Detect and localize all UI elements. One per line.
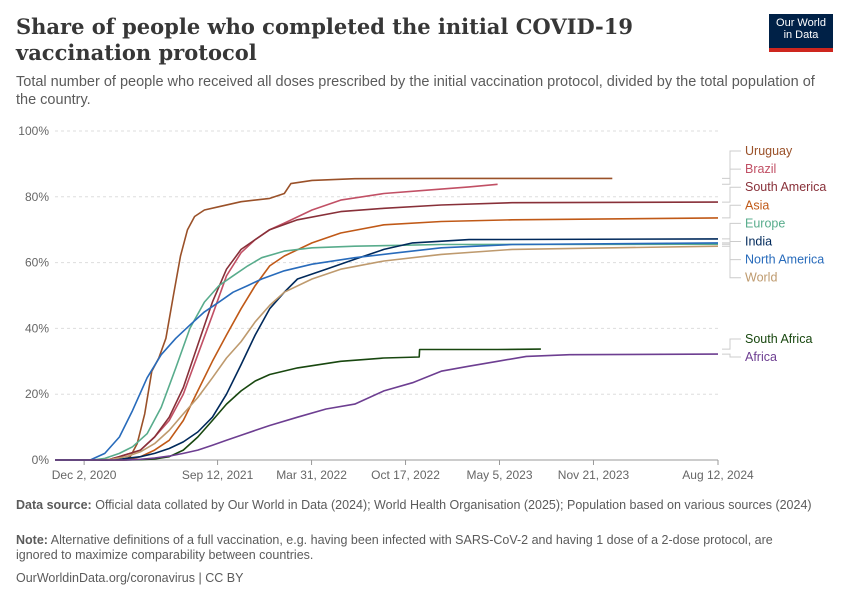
series-label-uruguay[interactable]: Uruguay xyxy=(745,144,793,158)
series-label-brazil[interactable]: Brazil xyxy=(745,162,776,176)
label-connector xyxy=(722,204,741,219)
series-label-india[interactable]: India xyxy=(745,235,772,249)
label-connector xyxy=(722,238,741,242)
logo-line-2: in Data xyxy=(783,29,819,41)
y-tick-label: 0% xyxy=(32,453,50,467)
series-labels: Uruguay Brazil South America Asia Europe Indi… xyxy=(722,144,826,364)
note-label: Note: xyxy=(16,533,48,547)
chart-title: Share of people who completed the initia… xyxy=(16,14,633,65)
y-tick-label: 100% xyxy=(18,124,49,138)
x-tick-label: May 5, 2023 xyxy=(466,468,532,482)
series-label-asia[interactable]: Asia xyxy=(745,198,769,212)
y-tick-label: 80% xyxy=(25,190,49,204)
logo-line-1: Our World xyxy=(776,17,826,29)
series-line-asia[interactable] xyxy=(55,217,719,461)
data-source-label: Data source: xyxy=(16,498,92,512)
label-connector xyxy=(722,222,741,245)
series-label-south-africa[interactable]: South Africa xyxy=(745,332,812,346)
series-line-europe[interactable] xyxy=(55,243,719,461)
series-lines xyxy=(55,177,719,461)
y-axis-tick-labels: 0% 20% 40% 60% 80% 100% xyxy=(18,124,49,467)
label-connector xyxy=(722,245,741,279)
note-text: Alternative definitions of a full vaccin… xyxy=(16,533,773,562)
y-tick-label: 60% xyxy=(25,256,49,270)
series-label-europe[interactable]: Europe xyxy=(745,216,785,230)
series-line-brazil[interactable] xyxy=(55,183,498,461)
logo-red-bar xyxy=(769,48,833,52)
data-source-note: Data source: Official data collated by O… xyxy=(16,498,816,513)
label-connector xyxy=(722,168,741,185)
x-tick-label: Aug 12, 2024 xyxy=(682,468,754,482)
x-tick-label: Sep 12, 2021 xyxy=(182,468,254,482)
source-url[interactable]: OurWorldinData.org/coronavirus | CC BY xyxy=(16,571,244,585)
grid-lines xyxy=(55,130,718,395)
series-line-uruguay[interactable] xyxy=(55,177,613,461)
y-tick-label: 40% xyxy=(25,321,49,335)
label-connector xyxy=(722,353,741,358)
series-line-north-america[interactable] xyxy=(55,242,719,461)
series-label-north-america[interactable]: North America xyxy=(745,253,824,267)
series-label-africa[interactable]: Africa xyxy=(745,350,777,364)
x-axis: Dec 2, 2020 Sep 12, 2021 Mar 31, 2022 Oct 1… xyxy=(52,459,754,482)
x-tick-label: Dec 2, 2020 xyxy=(52,468,117,482)
series-label-south-america[interactable]: South America xyxy=(745,180,826,194)
line-chart: 0% 20% 40% 60% 80% 100% Dec 2, 2020 Sep 12, 20… xyxy=(18,124,826,482)
y-tick-label: 20% xyxy=(25,387,49,401)
methodology-note: Note: Alternative definitions of a full … xyxy=(16,533,816,563)
series-line-south-america[interactable] xyxy=(55,201,719,461)
series-label-world[interactable]: World xyxy=(745,271,777,285)
x-tick-label: Mar 31, 2022 xyxy=(276,468,347,482)
x-tick-label: Nov 21, 2023 xyxy=(558,468,630,482)
chart-subtitle: Total number of people who received all … xyxy=(16,74,815,108)
x-tick-label: Oct 17, 2022 xyxy=(371,468,440,482)
label-connector xyxy=(722,242,741,261)
label-connector xyxy=(722,150,741,179)
series-line-south-africa[interactable] xyxy=(55,348,541,461)
series-line-world[interactable] xyxy=(55,245,719,461)
data-source-text: Official data collated by Our World in D… xyxy=(95,498,812,512)
series-line-africa[interactable] xyxy=(55,353,719,461)
owid-logo[interactable]: Our World in Data xyxy=(769,14,833,52)
label-connector xyxy=(722,338,741,350)
label-connector xyxy=(722,186,741,203)
series-line-india[interactable] xyxy=(55,238,719,461)
